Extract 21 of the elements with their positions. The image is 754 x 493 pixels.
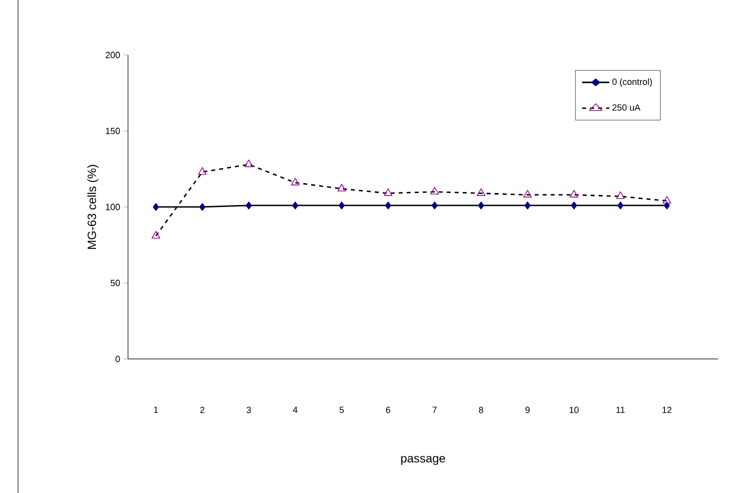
- x-axis-title: passage: [401, 456, 446, 465]
- x-tick-label: 4: [292, 406, 298, 413]
- x-tick-label: 6: [386, 406, 390, 414]
- y-tick-label: 200: [106, 52, 120, 58]
- legend-label: 250 uA: [612, 104, 640, 111]
- x-tick-label: 12: [662, 406, 672, 414]
- y-tick-label: 0: [116, 356, 120, 362]
- x-tick-label: 11: [616, 406, 625, 413]
- legend-label: 0 (control): [612, 78, 652, 87]
- y-tick-label: 50: [110, 280, 120, 286]
- x-tick-label: 3: [246, 406, 251, 414]
- x-tick-label: 1: [154, 406, 158, 413]
- x-tick-label: 7: [432, 406, 437, 413]
- x-tick-label: 5: [340, 406, 344, 414]
- y-tick-label: 100: [106, 204, 120, 210]
- x-tick-label: 8: [478, 406, 484, 414]
- x-tick-label: 9: [525, 406, 530, 414]
- x-tick-label: 10: [570, 406, 579, 414]
- x-tick-label: 2: [200, 406, 204, 414]
- y-axis-title: MG-63 cells (%): [87, 164, 98, 249]
- y-tick-label: 150: [106, 128, 120, 134]
